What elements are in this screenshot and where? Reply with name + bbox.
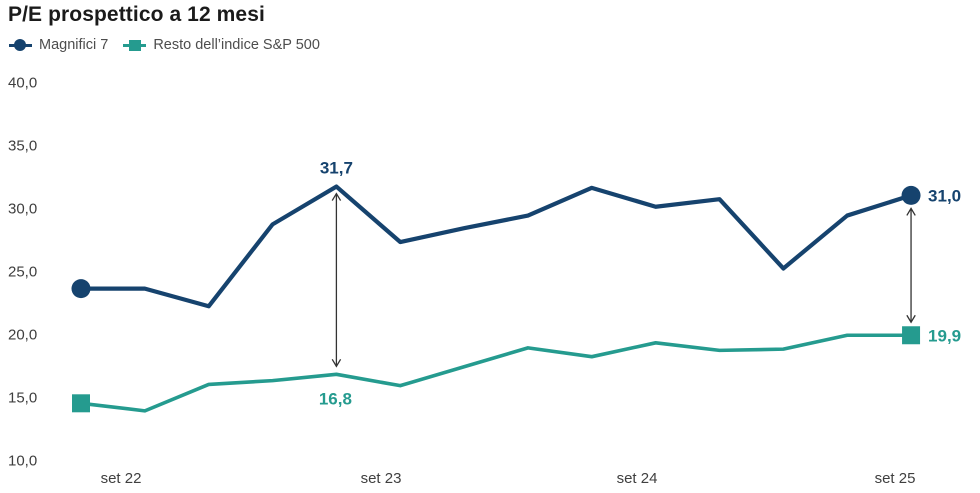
series-resto-sp500 bbox=[72, 326, 921, 413]
y-tick-label: 40,0 bbox=[8, 75, 37, 92]
legend-circle-swatch bbox=[14, 39, 26, 51]
circle-data-marker bbox=[71, 279, 91, 299]
data-value-label: 31,0 bbox=[928, 186, 961, 205]
legend-item-resto-sp500: Resto dell’indice S&P 500 bbox=[123, 37, 320, 53]
spread-annotation: 31,7 16,8 bbox=[319, 159, 353, 409]
legend-item-magnifici-7: Magnifici 7 bbox=[9, 37, 108, 53]
legend-label-magnifici-7: Magnifici 7 bbox=[39, 37, 109, 53]
square-data-marker bbox=[902, 326, 921, 345]
data-value-label: 31,7 bbox=[320, 159, 353, 178]
arrow-head-down-icon bbox=[331, 358, 342, 368]
chart-legend: Magnifici 7 Resto dell’indice S&P 500 bbox=[9, 37, 320, 53]
arrow-head-down-icon bbox=[906, 314, 916, 324]
spread-annotation: 31,0 19,9 bbox=[906, 186, 961, 345]
series-magnifici-7 bbox=[71, 184, 921, 309]
chart-title: P/E prospettico a 12 mesi bbox=[8, 3, 265, 26]
legend-label-resto-sp500: Resto dell’indice S&P 500 bbox=[153, 37, 320, 53]
series-line bbox=[79, 333, 913, 413]
data-value-label: 16,8 bbox=[319, 389, 352, 408]
y-tick-label: 30,0 bbox=[8, 201, 37, 218]
legend-square-swatch bbox=[128, 39, 141, 51]
data-value-label: 19,9 bbox=[928, 326, 961, 345]
x-tick-label: set 22 bbox=[101, 470, 142, 487]
x-tick-label: set 24 bbox=[617, 470, 658, 487]
line-square-marker-icon bbox=[123, 39, 147, 52]
line-circle-marker-icon bbox=[9, 39, 32, 52]
y-tick-label: 35,0 bbox=[8, 138, 37, 155]
x-tick-label: set 25 bbox=[875, 470, 916, 487]
square-data-marker bbox=[72, 394, 90, 413]
y-tick-label: 20,0 bbox=[8, 327, 37, 344]
x-axis-labels: set 22 set 23 set 24 set 25 bbox=[101, 470, 916, 487]
y-tick-label: 25,0 bbox=[8, 264, 37, 281]
arrow-head-up-icon bbox=[906, 207, 916, 216]
series-line bbox=[78, 184, 914, 309]
circle-data-marker bbox=[901, 185, 921, 205]
y-axis-labels: 40,0 35,0 30,0 25,0 20,0 15,0 10,0 bbox=[8, 75, 37, 470]
arrow-head-up-icon bbox=[331, 192, 342, 201]
y-tick-label: 10,0 bbox=[8, 453, 37, 470]
y-tick-label: 15,0 bbox=[8, 390, 37, 407]
x-tick-label: set 23 bbox=[361, 470, 402, 487]
